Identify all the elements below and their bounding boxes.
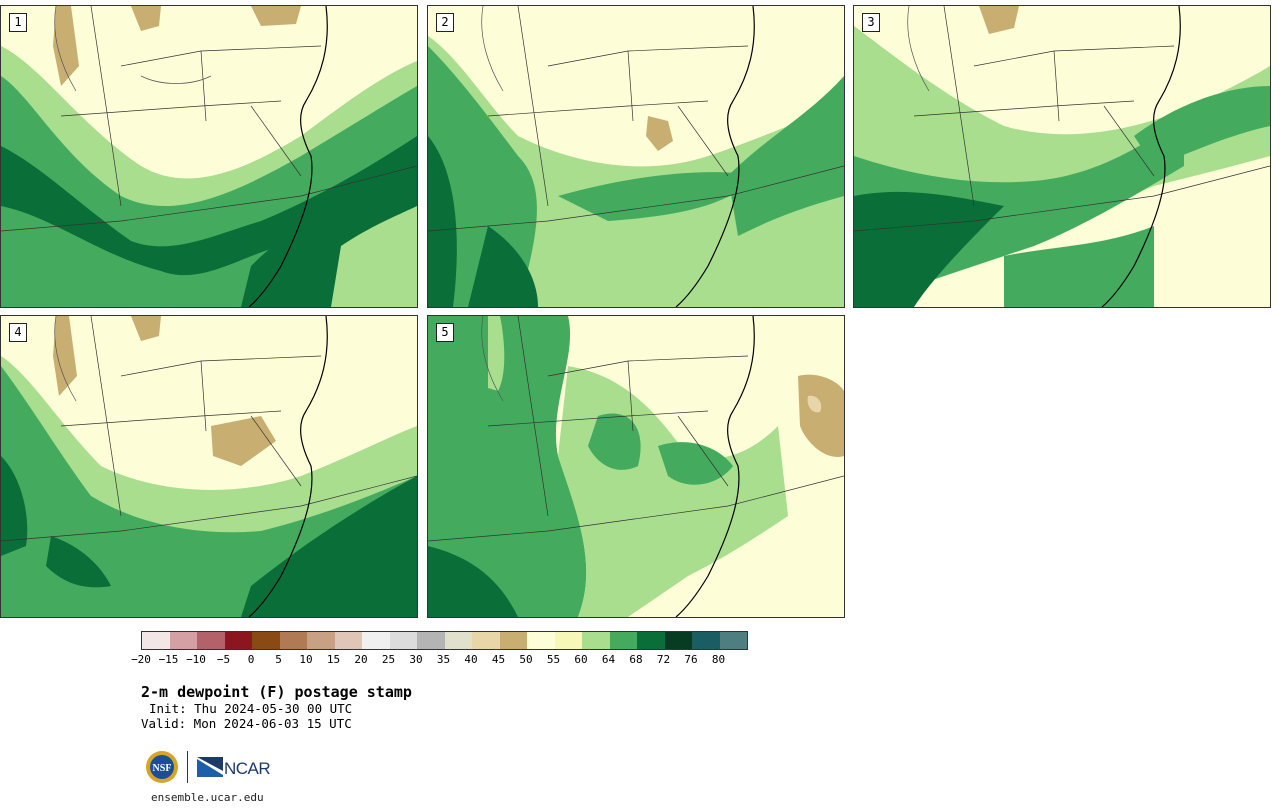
colorbar-tick-label: 40 bbox=[464, 653, 478, 666]
colorbar-cell bbox=[554, 632, 582, 649]
map-panel-4: 4 bbox=[0, 315, 418, 618]
colorbar bbox=[141, 631, 748, 650]
colorbar-tick-label: 50 bbox=[519, 653, 533, 666]
nsf-logo-icon: NSF bbox=[146, 751, 178, 783]
colorbar-cell bbox=[142, 632, 170, 649]
colorbar-cell bbox=[252, 632, 280, 649]
colorbar-cell bbox=[664, 632, 692, 649]
colorbar-cell bbox=[719, 632, 747, 649]
panel-number: 1 bbox=[9, 13, 27, 32]
colorbar-tick-label: 64 bbox=[601, 653, 616, 666]
colorbar-cell bbox=[307, 632, 335, 649]
colorbar-tick-label: 35 bbox=[436, 653, 451, 666]
colorbar-cell bbox=[637, 632, 665, 649]
colorbar-tick-label: 30 bbox=[409, 653, 423, 666]
colorbar-cell bbox=[334, 632, 362, 649]
dewpoint-map-5 bbox=[428, 316, 844, 617]
colorbar-tick-label: 72 bbox=[656, 653, 671, 666]
colorbar-tick-label: 15 bbox=[326, 653, 341, 666]
colorbar-tick-label: 0 bbox=[247, 653, 255, 666]
colorbar-ticks: −20 −15 −10 −5 0 5 10 15 20 25 30 35 40 45 50 55 60 64 68 7… bbox=[131, 653, 761, 667]
colorbar-tick-label: 25 bbox=[381, 653, 396, 666]
colorbar-cell bbox=[417, 632, 445, 649]
colorbar-tick-label: −20 bbox=[131, 653, 151, 666]
map-panel-3: 3 bbox=[853, 5, 1271, 308]
colorbar-tick-label: 45 bbox=[491, 653, 506, 666]
map-panel-5: 5 bbox=[427, 315, 845, 618]
colorbar-tick-label: −10 bbox=[186, 653, 206, 666]
dewpoint-map-2 bbox=[428, 6, 844, 307]
colorbar-cell bbox=[472, 632, 500, 649]
colorbar-tick-label: 80 bbox=[711, 653, 726, 666]
init-time: Init: Thu 2024-05-30 00 UTC bbox=[149, 701, 353, 716]
colorbar-cell bbox=[499, 632, 527, 649]
colorbar-cell bbox=[527, 632, 555, 649]
logo-row: NSF NCAR bbox=[145, 750, 285, 790]
colorbar-cell bbox=[609, 632, 637, 649]
colorbar-tick-label: 55 bbox=[546, 653, 561, 666]
map-panel-2: 2 bbox=[427, 5, 845, 308]
panel-number: 3 bbox=[862, 13, 880, 32]
nsf-logo-text: NSF bbox=[153, 763, 172, 774]
colorbar-tick-label: −5 bbox=[216, 653, 231, 666]
colorbar-cell bbox=[444, 632, 472, 649]
chart-title: 2-m dewpoint (F) postage stamp bbox=[141, 683, 412, 701]
map-panel-1: 1 bbox=[0, 5, 418, 308]
colorbar-tick-label: 68 bbox=[629, 653, 643, 666]
colorbar-cell bbox=[389, 632, 417, 649]
site-url: ensemble.ucar.edu bbox=[151, 791, 264, 804]
logo-divider bbox=[187, 751, 188, 783]
valid-time: Valid: Mon 2024-06-03 15 UTC bbox=[141, 716, 352, 731]
dewpoint-map-4 bbox=[1, 316, 417, 617]
colorbar-cell bbox=[582, 632, 610, 649]
colorbar-tick-label: 20 bbox=[354, 653, 368, 666]
panel-number: 2 bbox=[436, 13, 454, 32]
panel-number: 5 bbox=[436, 323, 454, 342]
colorbar-cell bbox=[169, 632, 197, 649]
ncar-logo-text: NCAR bbox=[224, 759, 271, 778]
colorbar-cell bbox=[279, 632, 307, 649]
colorbar-tick-label: 76 bbox=[684, 653, 698, 666]
dewpoint-map-1 bbox=[1, 6, 417, 307]
colorbar-tick-label: 5 bbox=[275, 653, 282, 666]
colorbar-cell bbox=[362, 632, 390, 649]
colorbar-tick-label: −15 bbox=[158, 653, 179, 666]
dewpoint-map-3 bbox=[854, 6, 1270, 307]
colorbar-cell bbox=[692, 632, 720, 649]
colorbar-tick-label: 10 bbox=[299, 653, 313, 666]
ncar-mark-icon bbox=[197, 757, 223, 777]
panel-number: 4 bbox=[9, 323, 27, 342]
colorbar-cell bbox=[197, 632, 225, 649]
colorbar-tick-label: 60 bbox=[574, 653, 588, 666]
colorbar-cell bbox=[224, 632, 252, 649]
